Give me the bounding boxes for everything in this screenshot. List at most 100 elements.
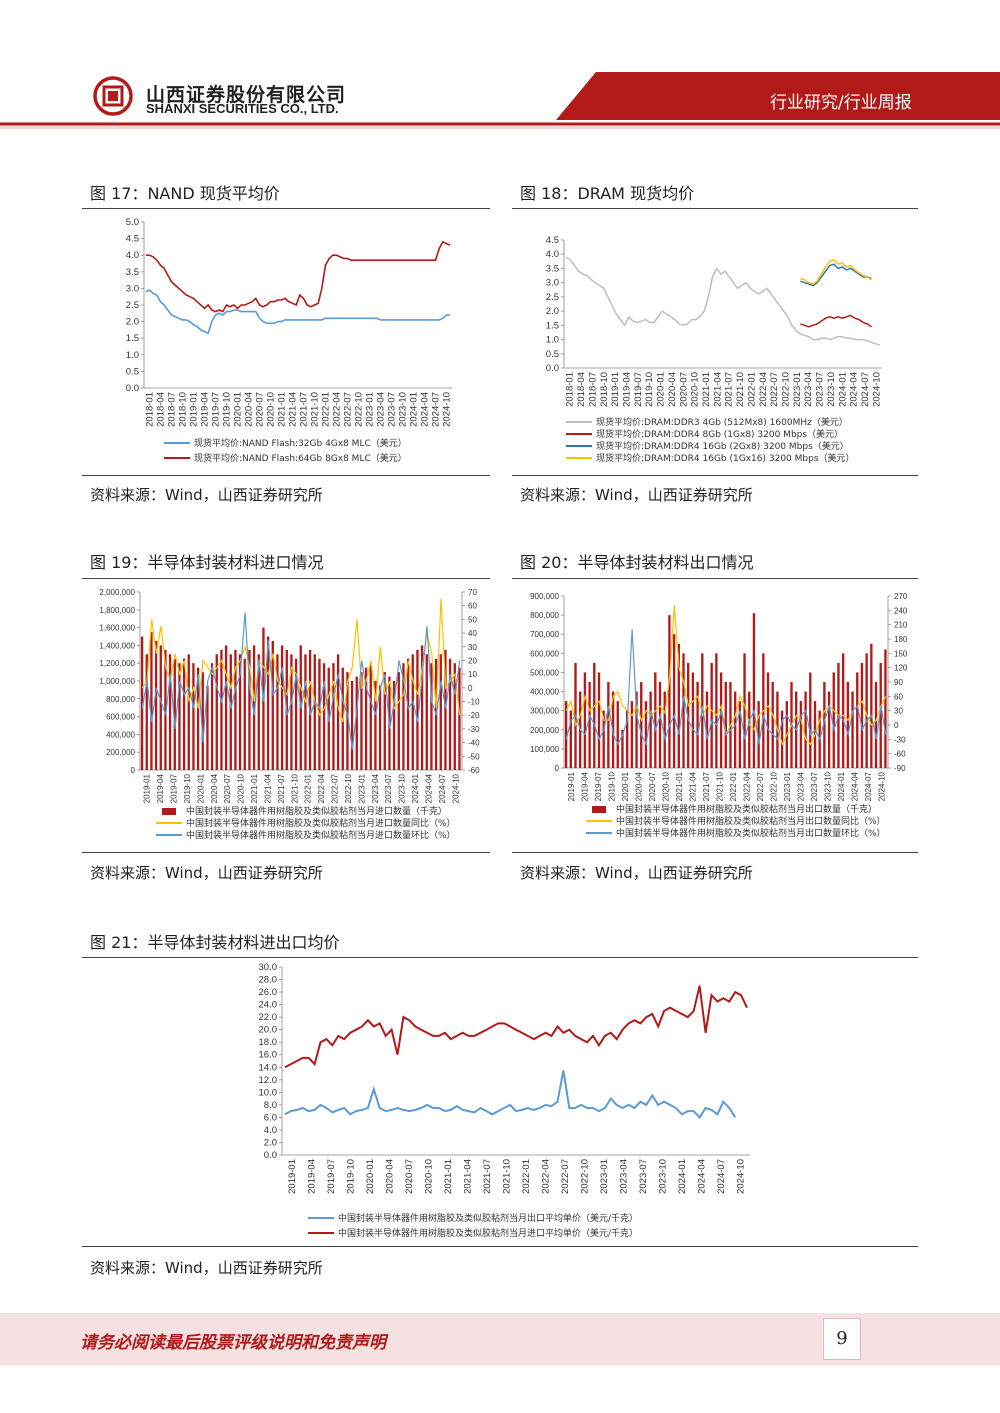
bar xyxy=(416,649,419,770)
bar xyxy=(588,682,591,768)
bar xyxy=(201,672,204,770)
bar xyxy=(341,667,344,770)
x-tick-label: 2022-01 xyxy=(521,1159,532,1194)
x-tick-label: 2021-07 xyxy=(277,773,286,803)
legend-label: 现货平均价:NAND Flash:32Gb 4Gx8 MLC（美元） xyxy=(194,437,407,449)
series-3 xyxy=(800,259,872,285)
bar xyxy=(682,653,685,768)
y-tick-label: 12.0 xyxy=(259,1075,278,1086)
y-tick-label: 30.0 xyxy=(259,962,278,973)
y2-tick-label: 40 xyxy=(468,629,477,638)
series-1 xyxy=(284,985,748,1069)
x-tick-label: 2022-01 xyxy=(746,372,757,407)
bar xyxy=(425,654,428,770)
y-tick-label: 4.0 xyxy=(546,249,559,260)
series-line xyxy=(800,263,872,287)
x-tick-label: 2023-10 xyxy=(823,771,832,801)
x-tick-label: 2022-04 xyxy=(742,771,751,801)
bar xyxy=(663,691,666,768)
y-tick-label: 700,000 xyxy=(530,630,559,639)
legend-label: 现货平均价:DRAM:DDR3 4Gb (512Mx8) 1600MHz（美元） xyxy=(596,416,848,428)
x-tick-label: 2023-01 xyxy=(365,392,376,427)
disclaimer-notice: 请务必阅读最后股票评级说明和免责声明 xyxy=(80,1333,386,1353)
bar xyxy=(411,654,414,770)
y-tick-label: 26.0 xyxy=(259,987,278,998)
y-tick-label: 3.5 xyxy=(546,263,559,274)
bar xyxy=(687,662,690,768)
x-tick-label: 2024-10 xyxy=(735,1159,746,1194)
x-tick-label: 2021-10 xyxy=(290,773,299,803)
bar xyxy=(276,654,279,770)
x-tick-label: 2021-04 xyxy=(688,771,697,801)
bar xyxy=(644,701,648,768)
bar xyxy=(569,710,572,768)
bar xyxy=(884,649,887,768)
x-tick-label: 2024-04 xyxy=(420,392,431,427)
x-tick-label: 2023-07 xyxy=(815,372,826,407)
x-tick-label: 2020-04 xyxy=(634,771,643,801)
x-tick-label: 2020-01 xyxy=(621,771,630,801)
bar xyxy=(234,649,237,770)
x-tick-label: 2022-04 xyxy=(332,392,343,427)
figure-21-chart: 0.0 2.04.0 6.08.0 10.012.0 14.016.0 18.020.0 2… xyxy=(259,962,750,1239)
y-tick-label: 0.5 xyxy=(126,366,139,377)
y2-tick-label: -90 xyxy=(894,764,906,773)
bar xyxy=(192,663,195,770)
x-tick-label: 2023-01 xyxy=(357,773,366,803)
x-tick-label: 2022-10 xyxy=(780,372,791,407)
figure-18-caption: 图 18：DRAM 现货均价 xyxy=(520,184,695,203)
x-tick-label: 2024-07 xyxy=(860,372,871,407)
x-tick-label: 2018-04 xyxy=(576,372,587,407)
bar xyxy=(196,667,200,770)
x-tick-label: 2023-07 xyxy=(810,771,819,801)
legend-label: 现货平均价:NAND Flash:64Gb 8Gx8 MLC（美元） xyxy=(194,452,407,464)
bar xyxy=(621,729,624,768)
series-line xyxy=(284,1070,737,1120)
figure-17-source: 资料来源：Wind，山西证券研究所 xyxy=(90,486,323,504)
x-tick-label: 2018-04 xyxy=(156,392,167,427)
y-tick-label: 1,000,000 xyxy=(99,677,135,686)
y-tick-label: 20.0 xyxy=(259,1025,278,1036)
x-tick-label: 2018-07 xyxy=(587,372,598,407)
x-tick-label: 2023-04 xyxy=(371,773,380,803)
y-tick-label: 4.0 xyxy=(264,1125,277,1136)
company-name-en: SHANXI SECURITIES CO., LTD. xyxy=(146,101,339,116)
x-tick-label: 2022-07 xyxy=(756,771,765,801)
x-tick-label: 2019-10 xyxy=(222,392,233,427)
x-tick-label: 2023-10 xyxy=(398,773,407,803)
company-name-cn: 山西证券股份有限公司 xyxy=(146,84,347,106)
series-line xyxy=(145,240,451,313)
bar xyxy=(140,636,144,770)
legend-label: 现货平均价:DRAM:DDR4 8Gb (1Gx8) 3200 Mbps（美元） xyxy=(596,428,843,440)
bar xyxy=(724,682,727,768)
x-tick-label: 2024-07 xyxy=(716,1159,727,1194)
bar xyxy=(252,645,256,770)
x-tick-label: 2020-07 xyxy=(223,773,232,803)
x-tick-label: 2019-01 xyxy=(567,771,576,801)
x-tick-label: 2023-04 xyxy=(376,392,387,427)
x-tick-label: 2020-10 xyxy=(661,771,670,801)
bar xyxy=(748,691,751,768)
y-tick-label: 1.0 xyxy=(126,350,139,361)
x-tick-label: 2023-10 xyxy=(826,372,837,407)
x-tick-label: 2019-04 xyxy=(306,1159,317,1194)
y-tick-label: 2.0 xyxy=(264,1137,277,1148)
series-line xyxy=(800,259,872,285)
figure-20-chart: 0 100,000 200,000 300,000 400,000 500,000 600,… xyxy=(530,592,908,839)
bar xyxy=(597,672,601,768)
figure-18-bottom-rule xyxy=(512,475,918,476)
y-tick-label: 200,000 xyxy=(106,748,135,757)
bar xyxy=(780,710,784,768)
bar xyxy=(874,682,878,768)
bar xyxy=(696,682,699,768)
x-tick-label: 2022-01 xyxy=(321,392,332,427)
x-tick-label: 2019-10 xyxy=(607,771,616,801)
x-tick-label: 2023-07 xyxy=(384,773,393,803)
bar xyxy=(649,691,652,768)
y-tick-label: 1.5 xyxy=(126,333,139,344)
x-tick-label: 2024-07 xyxy=(431,392,442,427)
y2-tick-label: -60 xyxy=(894,750,906,759)
bar xyxy=(710,662,713,768)
x-tick-label: 2024-10 xyxy=(442,392,453,427)
y2-tick-label: -60 xyxy=(468,766,480,775)
